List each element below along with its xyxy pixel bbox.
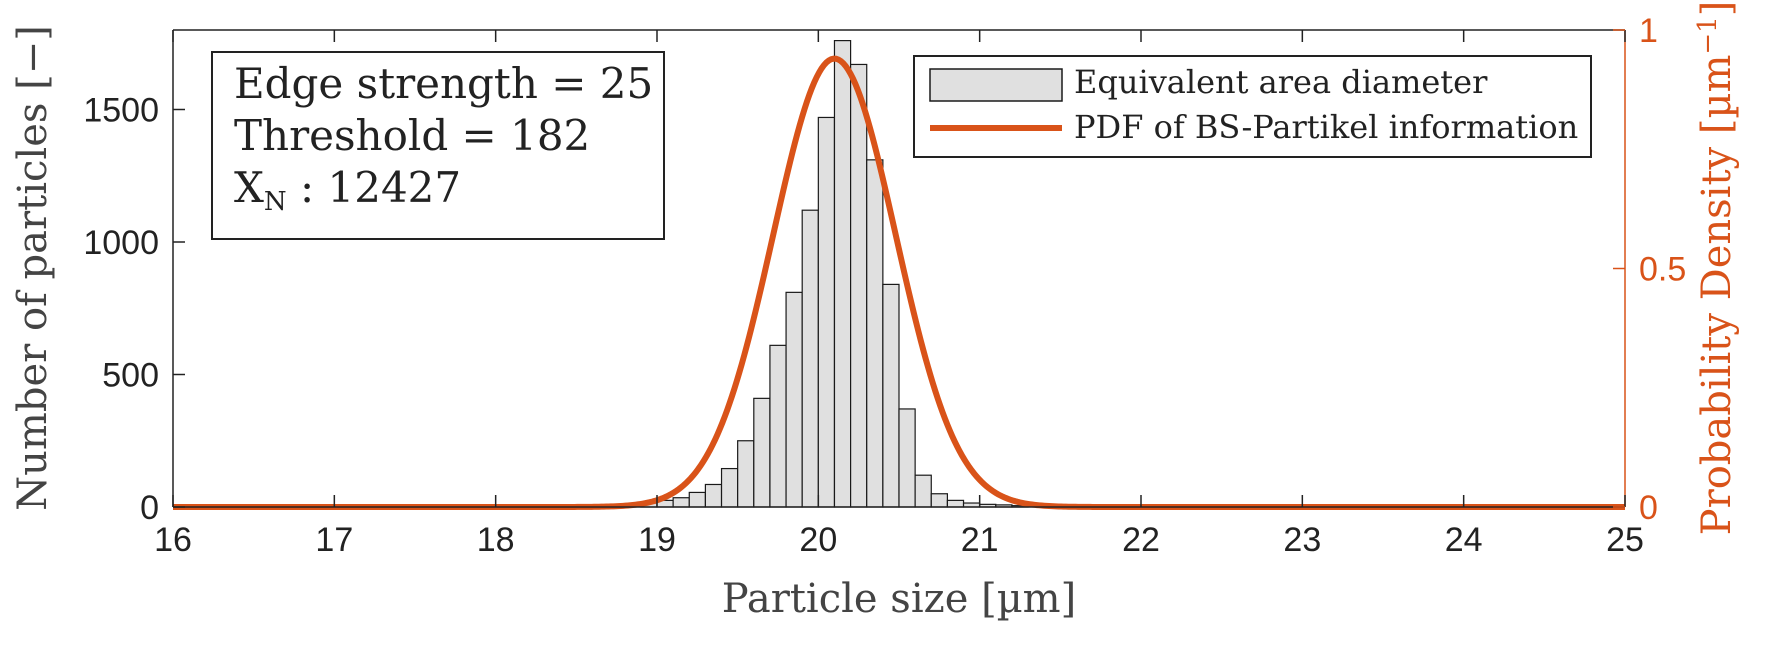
x-axis-ticks: 16 17 18 19 20 21 22 23 24 25 bbox=[154, 30, 1644, 559]
histogram-bar bbox=[801, 209, 819, 508]
y-right-tick-label: 0.5 bbox=[1639, 251, 1686, 289]
y-right-axis-title-main: Probability Density [µm bbox=[1694, 55, 1740, 536]
annotation-box: Edge strength = 25 Threshold = 182 XN : … bbox=[211, 51, 665, 240]
x-tick-label: 17 bbox=[315, 521, 353, 559]
x-tick-label: 25 bbox=[1606, 521, 1644, 559]
x-tick-label: 24 bbox=[1445, 521, 1483, 559]
histogram-bar bbox=[833, 39, 852, 508]
x-tick-label: 21 bbox=[961, 521, 999, 559]
y-left-tick-label: 1000 bbox=[83, 224, 159, 262]
legend-histogram-swatch bbox=[929, 68, 1063, 102]
annotation-xn-subscript: N bbox=[264, 187, 287, 217]
x-tick-label: 22 bbox=[1122, 521, 1160, 559]
histogram-bar bbox=[849, 63, 868, 508]
annotation-xn-symbol: X bbox=[234, 163, 264, 212]
x-tick-label: 23 bbox=[1283, 521, 1321, 559]
histogram-bar bbox=[946, 499, 965, 508]
y-left-tick-label: 0 bbox=[140, 489, 159, 527]
y-right-axis-title: Probability Density [µm−1] bbox=[1693, 1, 1740, 536]
y-right-tick-label: 1 bbox=[1639, 12, 1658, 50]
legend-histogram-label: Equivalent area diameter bbox=[1074, 63, 1488, 101]
y-right-axis-title-sup: −1 bbox=[1693, 16, 1723, 54]
x-tick-label: 19 bbox=[638, 521, 676, 559]
histogram-bar bbox=[769, 344, 787, 508]
histogram-bar bbox=[898, 408, 916, 508]
histogram-bar bbox=[817, 116, 836, 508]
y-right-tick-label: 0 bbox=[1639, 489, 1658, 527]
histogram-bar bbox=[785, 291, 803, 508]
y-right-axis-ticks: 00.51 bbox=[1613, 12, 1686, 527]
x-tick-label: 20 bbox=[799, 521, 837, 559]
annotation-frame bbox=[211, 51, 665, 240]
y-left-axis-ticks: 0 500 1000 1500 bbox=[83, 92, 185, 527]
histogram-bar bbox=[704, 483, 723, 508]
legend-pdf-label: PDF of BS-Partikel information bbox=[1074, 108, 1578, 146]
annotation-threshold: Threshold = 182 bbox=[234, 111, 590, 160]
y-left-tick-label: 500 bbox=[102, 357, 159, 395]
histogram-bar bbox=[866, 159, 884, 508]
x-tick-label: 16 bbox=[154, 521, 192, 559]
annotation-particle-count: XN : 12427 bbox=[234, 163, 461, 217]
histogram-bar bbox=[688, 491, 706, 508]
annotation-edge-strength: Edge strength = 25 bbox=[234, 59, 653, 108]
x-axis-title: Particle size [µm] bbox=[722, 576, 1076, 622]
legend: Equivalent area diameter PDF of BS-Parti… bbox=[913, 55, 1592, 158]
y-left-axis-title: Number of particles [−] bbox=[10, 25, 56, 511]
histogram-bar bbox=[737, 440, 755, 508]
histogram-bar bbox=[914, 474, 932, 508]
histogram-bar bbox=[930, 493, 948, 508]
y-left-tick-label: 1500 bbox=[83, 92, 159, 130]
histogram-bar bbox=[672, 497, 690, 508]
histogram-bar bbox=[720, 467, 739, 508]
x-tick-label: 18 bbox=[477, 521, 515, 559]
histogram-bar bbox=[882, 283, 900, 508]
annotation-xn-value: : 12427 bbox=[287, 163, 461, 212]
histogram-bar bbox=[753, 397, 771, 508]
y-right-axis-title-close: ] bbox=[1694, 1, 1740, 17]
